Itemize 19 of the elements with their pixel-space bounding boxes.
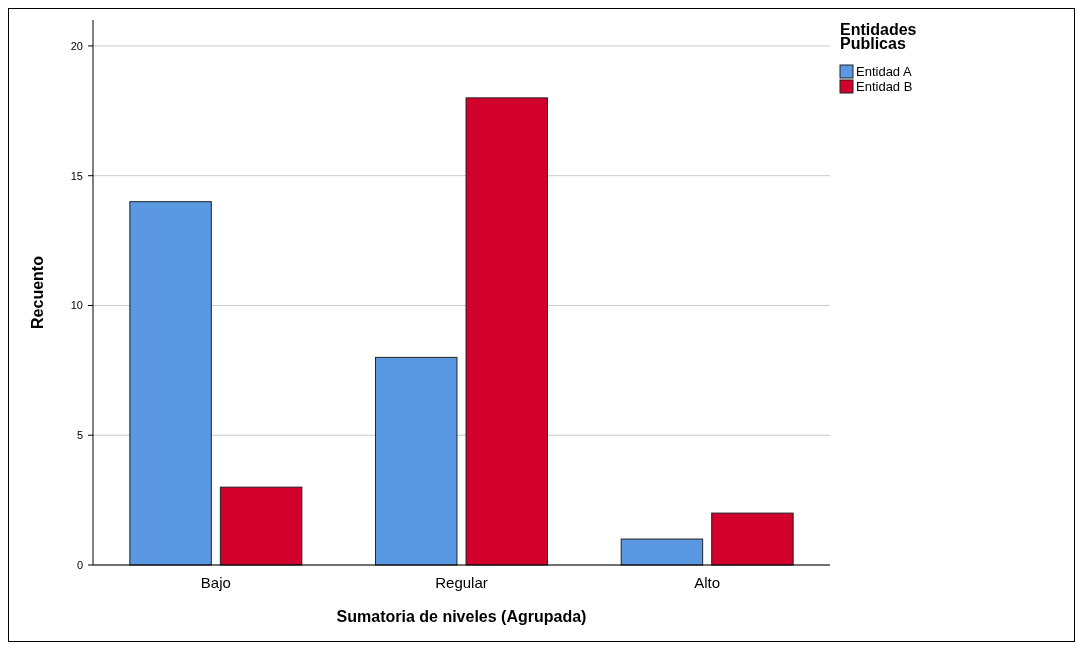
y-tick-label: 0 [76, 558, 83, 571]
bar [129, 201, 212, 566]
legend-label: Entidad B [856, 79, 913, 95]
y-tick-label: 20 [70, 39, 83, 52]
legend-title: Entidades Publicas [840, 21, 917, 52]
bar [465, 97, 548, 566]
x-axis-title: Sumatoria de niveles (Agrupada) [336, 608, 587, 625]
y-tick-label: 15 [70, 169, 83, 182]
x-tick-label: Bajo [200, 574, 231, 591]
bar [711, 512, 794, 566]
x-tick-label: Alto [694, 574, 721, 591]
y-tick-label: 10 [70, 299, 83, 312]
bar [219, 486, 303, 566]
bar [375, 356, 458, 566]
legend-label: Entidad A [856, 64, 912, 80]
x-tick-label: Regular [435, 574, 488, 591]
y-axis-title: Recuento [29, 255, 46, 329]
y-tick-label: 5 [76, 429, 83, 442]
bar [620, 538, 704, 566]
